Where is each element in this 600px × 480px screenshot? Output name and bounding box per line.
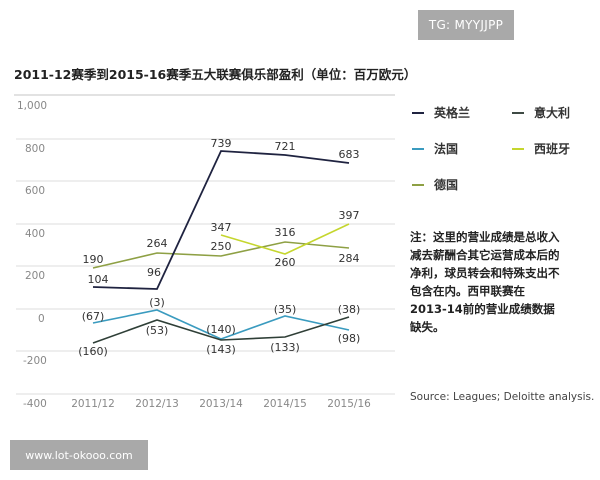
y-tick: 1,000	[17, 100, 47, 112]
data-label-france: (140)	[206, 323, 236, 336]
data-label-italy: (160)	[78, 345, 108, 358]
series-england-line	[92, 150, 350, 290]
watermark-bottom: www.lot-okooo.com	[10, 440, 148, 470]
data-label-germany: 264	[147, 237, 168, 250]
legend-item-spain: 西班牙	[512, 140, 570, 157]
chart-source: Source: Leagues; Deloitte analysis.	[410, 391, 595, 403]
legend-swatch-icon	[412, 111, 424, 114]
y-tick: -400	[23, 398, 47, 410]
data-label-france: (67)	[82, 310, 105, 323]
x-tick: 2015/16	[327, 398, 371, 410]
data-label-england: 683	[339, 148, 360, 161]
series-france-line	[92, 309, 350, 340]
legend-swatch-icon	[412, 147, 424, 150]
y-tick: 600	[25, 185, 45, 197]
legend-label: 德国	[434, 178, 459, 192]
legend-label: 英格兰	[434, 106, 471, 120]
legend-item-france: 法国	[412, 140, 458, 157]
legend-swatch-icon	[412, 183, 424, 186]
x-tick: 2011/12	[71, 398, 115, 410]
series-italy-line	[92, 316, 350, 344]
data-label-england: 721	[275, 140, 296, 153]
data-label-france: (3)	[149, 296, 165, 309]
legend-label: 西班牙	[534, 142, 571, 156]
y-axis-labels: 1,000 800 600 400 200 0 -200 -400	[17, 100, 47, 410]
data-label-italy: (133)	[270, 341, 300, 354]
x-tick: 2013/14	[199, 398, 243, 410]
data-labels: 104 96 739 721 683 190 264 250 316 284 3…	[78, 137, 360, 358]
y-tick: 400	[25, 228, 45, 240]
legend-label: 法国	[434, 142, 459, 156]
watermark-top: TG: MYYJJPP	[418, 10, 514, 40]
y-tick: -200	[23, 355, 47, 367]
data-label-germany: 284	[339, 252, 360, 265]
data-label-germany: 190	[83, 253, 104, 266]
x-tick: 2012/13	[135, 398, 179, 410]
data-label-france: (35)	[274, 303, 297, 316]
legend-item-england: 英格兰	[412, 104, 470, 121]
data-label-england: 104	[88, 273, 109, 286]
y-tick: 800	[25, 143, 45, 155]
legend-item-germany: 德国	[412, 176, 458, 193]
y-tick: 0	[38, 313, 45, 325]
y-tick: 200	[25, 270, 45, 282]
data-label-italy: (38)	[338, 303, 361, 316]
legend-item-italy: 意大利	[512, 104, 570, 121]
x-tick: 2014/15	[263, 398, 307, 410]
data-label-germany: 316	[275, 226, 296, 239]
x-axis-labels: 2011/12 2012/13 2013/14 2014/15 2015/16	[71, 398, 371, 410]
data-label-germany: 250	[211, 240, 232, 253]
data-label-england: 739	[211, 137, 232, 150]
chart-title: 2011-12赛季到2015-16赛季五大联赛俱乐部盈利（单位：百万欧元）	[14, 67, 417, 82]
data-label-italy: (53)	[146, 324, 169, 337]
legend-label: 意大利	[534, 106, 571, 120]
data-label-spain: 260	[275, 256, 296, 269]
data-label-england: 96	[147, 266, 161, 279]
legend-swatch-icon	[512, 147, 524, 150]
legend-swatch-icon	[512, 111, 524, 114]
chart-note: 注：这里的营业成绩是总收入减去薪酬合其它运营成本后的净利，球员转会和特殊支出不包…	[410, 230, 560, 334]
data-label-france: (98)	[338, 332, 361, 345]
series-spain-line	[220, 223, 350, 255]
gridlines	[16, 138, 395, 395]
data-label-italy: (143)	[206, 343, 236, 356]
chart-legend: 英格兰 意大利 法国 西班牙 德国	[410, 100, 600, 193]
data-label-spain: 397	[339, 209, 360, 222]
data-label-spain: 347	[211, 221, 232, 234]
